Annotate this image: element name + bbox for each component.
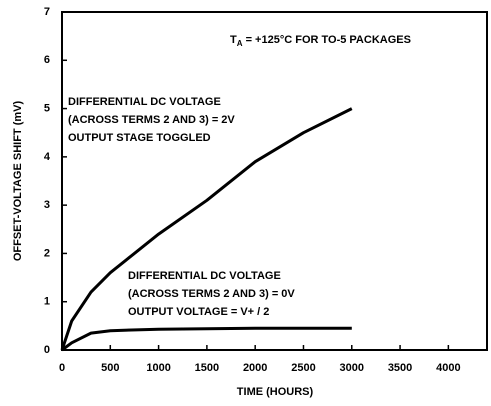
y-tick-label: 0 [44,344,50,356]
y-tick-label: 7 [44,6,50,18]
annotation-line: (ACROSS TERMS 2 AND 3) = 0V [128,288,295,300]
x-tick-label: 500 [101,362,119,374]
line-series [61,326,352,352]
x-tick-label: 1000 [146,362,170,374]
y-tick-label: 6 [44,54,50,66]
annotation-line: DIFFERENTIAL DC VOLTAGE [68,96,221,108]
condition-t: T [230,34,237,46]
y-tick-label: 4 [44,151,51,163]
annotation-line: OUTPUT VOLTAGE = V+ / 2 [128,306,269,318]
x-tick-label: 3000 [340,362,364,374]
y-axis-title: OFFSET-VOLTAGE SHIFT (mV) [12,101,24,262]
condition-rest: = +125°C FOR TO-5 PACKAGES [243,34,411,46]
x-tick-label: 2000 [243,362,267,374]
condition: TA = +125°C FOR TO-5 PACKAGES [230,34,411,48]
x-tick-label: 3500 [388,362,412,374]
y-tick-label: 3 [44,199,50,211]
y-tick-label: 5 [44,102,50,114]
annotation-line: (ACROSS TERMS 2 AND 3) = 2V [68,114,235,126]
x-tick-label: 4000 [436,362,460,374]
plot-frame [61,11,488,351]
line-series [60,107,353,351]
condition-sub: A [237,39,243,48]
x-axis-title: TIME (HOURS) [237,386,314,398]
y-tick-label: 2 [44,247,50,259]
annotation-line: DIFFERENTIAL DC VOLTAGE [128,270,281,282]
annotation-line: OUTPUT STAGE TOGGLED [68,132,211,144]
x-tick-label: 0 [59,362,65,374]
x-tick-label: 1500 [195,362,219,374]
x-tick-label: 2500 [291,362,315,374]
y-tick-label: 1 [44,296,50,308]
